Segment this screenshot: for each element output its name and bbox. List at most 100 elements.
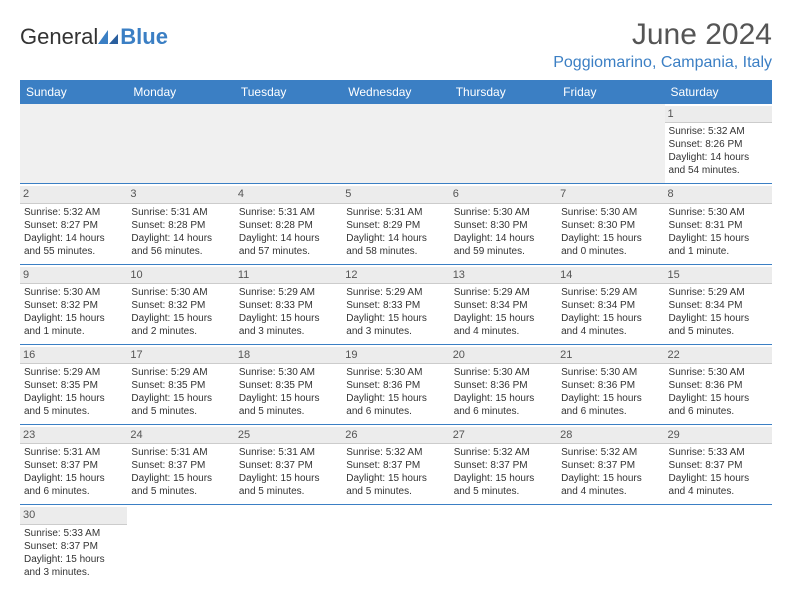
cell-line-sr: Sunrise: 5:32 AM <box>669 125 768 138</box>
cell-line-d2: and 6 minutes. <box>24 485 123 498</box>
cell-line-d1: Daylight: 15 hours <box>131 472 230 485</box>
cell-line-sr: Sunrise: 5:30 AM <box>669 366 768 379</box>
day-number: 3 <box>127 186 234 203</box>
calendar-cell: 1Sunrise: 5:32 AMSunset: 8:26 PMDaylight… <box>665 104 772 184</box>
day-number: 5 <box>342 186 449 203</box>
cell-line-sr: Sunrise: 5:31 AM <box>239 206 338 219</box>
cell-line-sr: Sunrise: 5:33 AM <box>24 527 123 540</box>
weekday-header: Friday <box>557 80 664 104</box>
cell-line-sr: Sunrise: 5:30 AM <box>239 366 338 379</box>
day-number: 9 <box>20 267 127 284</box>
day-number: 18 <box>235 347 342 364</box>
calendar-row: 16Sunrise: 5:29 AMSunset: 8:35 PMDayligh… <box>20 344 772 424</box>
cell-line-d2: and 2 minutes. <box>131 325 230 338</box>
cell-line-d2: and 5 minutes. <box>346 485 445 498</box>
day-number: 6 <box>450 186 557 203</box>
day-number: 10 <box>127 267 234 284</box>
cell-line-d1: Daylight: 14 hours <box>239 232 338 245</box>
calendar-cell <box>557 104 664 184</box>
weekday-header: Monday <box>127 80 234 104</box>
cell-line-ss: Sunset: 8:31 PM <box>669 219 768 232</box>
calendar-cell: 26Sunrise: 5:32 AMSunset: 8:37 PMDayligh… <box>342 425 449 505</box>
day-number: 22 <box>665 347 772 364</box>
cell-line-d2: and 5 minutes. <box>454 485 553 498</box>
cell-line-d2: and 56 minutes. <box>131 245 230 258</box>
cell-line-ss: Sunset: 8:28 PM <box>239 219 338 232</box>
cell-line-ss: Sunset: 8:37 PM <box>131 459 230 472</box>
cell-line-d1: Daylight: 14 hours <box>24 232 123 245</box>
day-number: 19 <box>342 347 449 364</box>
calendar-cell: 17Sunrise: 5:29 AMSunset: 8:35 PMDayligh… <box>127 344 234 424</box>
calendar-cell <box>342 505 449 585</box>
day-number: 15 <box>665 267 772 284</box>
cell-line-d1: Daylight: 15 hours <box>454 392 553 405</box>
cell-line-d1: Daylight: 15 hours <box>669 312 768 325</box>
cell-line-ss: Sunset: 8:36 PM <box>669 379 768 392</box>
calendar-cell: 4Sunrise: 5:31 AMSunset: 8:28 PMDaylight… <box>235 184 342 264</box>
cell-line-d2: and 5 minutes. <box>239 485 338 498</box>
cell-line-sr: Sunrise: 5:33 AM <box>669 446 768 459</box>
calendar-cell: 6 Sunrise: 5:30 AMSunset: 8:30 PMDaylight… <box>450 184 557 264</box>
cell-line-sr: Sunrise: 5:31 AM <box>24 446 123 459</box>
cell-line-d2: and 5 minutes. <box>131 405 230 418</box>
cell-line-d2: and 4 minutes. <box>561 485 660 498</box>
calendar-cell: 23Sunrise: 5:31 AMSunset: 8:37 PMDayligh… <box>20 425 127 505</box>
calendar-cell: 8Sunrise: 5:30 AMSunset: 8:31 PMDaylight… <box>665 184 772 264</box>
location: Poggiomarino, Campania, Italy <box>553 54 772 72</box>
cell-line-ss: Sunset: 8:30 PM <box>454 219 553 232</box>
day-number: 7 <box>557 186 664 203</box>
cell-line-d2: and 3 minutes. <box>24 566 123 579</box>
cell-line-ss: Sunset: 8:36 PM <box>561 379 660 392</box>
calendar-cell <box>342 104 449 184</box>
calendar-cell: 13Sunrise: 5:29 AMSunset: 8:34 PMDayligh… <box>450 264 557 344</box>
calendar-cell <box>20 104 127 184</box>
cell-line-d2: and 0 minutes. <box>561 245 660 258</box>
cell-line-d2: and 55 minutes. <box>24 245 123 258</box>
calendar-cell: 28Sunrise: 5:32 AMSunset: 8:37 PMDayligh… <box>557 425 664 505</box>
cell-line-ss: Sunset: 8:27 PM <box>24 219 123 232</box>
day-number: 12 <box>342 267 449 284</box>
calendar-table: SundayMondayTuesdayWednesdayThursdayFrid… <box>20 80 772 585</box>
weekday-header-row: SundayMondayTuesdayWednesdayThursdayFrid… <box>20 80 772 104</box>
day-number: 2 <box>20 186 127 203</box>
cell-line-ss: Sunset: 8:37 PM <box>561 459 660 472</box>
calendar-row: 30Sunrise: 5:33 AMSunset: 8:37 PMDayligh… <box>20 505 772 585</box>
cell-line-d1: Daylight: 14 hours <box>454 232 553 245</box>
calendar-cell <box>450 104 557 184</box>
cell-line-ss: Sunset: 8:32 PM <box>131 299 230 312</box>
calendar-cell <box>665 505 772 585</box>
cell-line-sr: Sunrise: 5:30 AM <box>561 206 660 219</box>
cell-line-d1: Daylight: 15 hours <box>454 312 553 325</box>
cell-line-ss: Sunset: 8:34 PM <box>454 299 553 312</box>
cell-line-sr: Sunrise: 5:30 AM <box>454 206 553 219</box>
cell-line-sr: Sunrise: 5:30 AM <box>561 366 660 379</box>
day-number: 23 <box>20 427 127 444</box>
cell-line-ss: Sunset: 8:33 PM <box>239 299 338 312</box>
day-number: 30 <box>20 507 127 524</box>
calendar-cell: 2Sunrise: 5:32 AMSunset: 8:27 PMDaylight… <box>20 184 127 264</box>
cell-line-sr: Sunrise: 5:30 AM <box>669 206 768 219</box>
calendar-cell: 10Sunrise: 5:30 AMSunset: 8:32 PMDayligh… <box>127 264 234 344</box>
calendar-cell: 24Sunrise: 5:31 AMSunset: 8:37 PMDayligh… <box>127 425 234 505</box>
cell-line-sr: Sunrise: 5:30 AM <box>454 366 553 379</box>
day-number: 25 <box>235 427 342 444</box>
day-number: 20 <box>450 347 557 364</box>
cell-line-sr: Sunrise: 5:32 AM <box>454 446 553 459</box>
cell-line-d1: Daylight: 14 hours <box>131 232 230 245</box>
cell-line-d2: and 4 minutes. <box>669 485 768 498</box>
cell-line-d1: Daylight: 15 hours <box>561 312 660 325</box>
calendar-body: 1Sunrise: 5:32 AMSunset: 8:26 PMDaylight… <box>20 104 772 585</box>
cell-line-d1: Daylight: 15 hours <box>669 472 768 485</box>
cell-line-d2: and 57 minutes. <box>239 245 338 258</box>
calendar-row: 1Sunrise: 5:32 AMSunset: 8:26 PMDaylight… <box>20 104 772 184</box>
day-number: 29 <box>665 427 772 444</box>
day-number: 8 <box>665 186 772 203</box>
calendar-cell: 16Sunrise: 5:29 AMSunset: 8:35 PMDayligh… <box>20 344 127 424</box>
cell-line-sr: Sunrise: 5:30 AM <box>131 286 230 299</box>
calendar-cell: 18Sunrise: 5:30 AMSunset: 8:35 PMDayligh… <box>235 344 342 424</box>
cell-line-ss: Sunset: 8:37 PM <box>454 459 553 472</box>
calendar-cell: 14Sunrise: 5:29 AMSunset: 8:34 PMDayligh… <box>557 264 664 344</box>
cell-line-ss: Sunset: 8:35 PM <box>24 379 123 392</box>
cell-line-ss: Sunset: 8:30 PM <box>561 219 660 232</box>
calendar-cell: 27Sunrise: 5:32 AMSunset: 8:37 PMDayligh… <box>450 425 557 505</box>
